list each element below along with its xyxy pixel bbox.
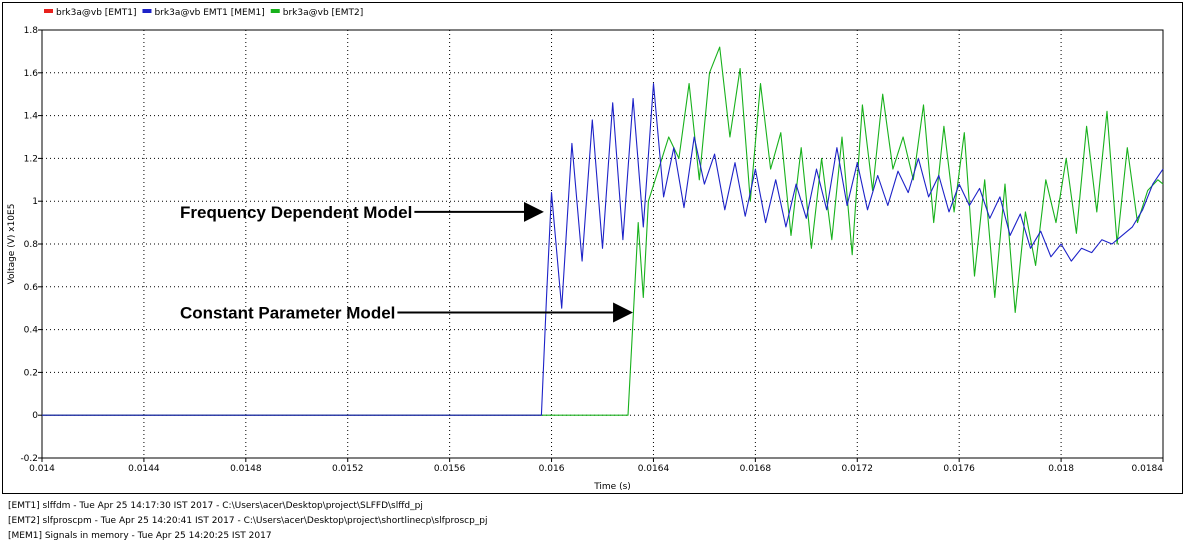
- y-tick-label: 0.6: [24, 283, 39, 293]
- x-tick-label: 0.0172: [842, 464, 874, 474]
- y-tick-label: 1.2: [24, 154, 38, 164]
- x-tick-label: 0.0176: [943, 464, 975, 474]
- legend-entry: brk3a@vb [EMT1]: [56, 8, 136, 18]
- legend: brk3a@vb [EMT1] brk3a@vb EMT1 [MEM1] brk3a…: [44, 8, 363, 18]
- legend-swatch: [142, 9, 152, 13]
- y-tick-label: 0.4: [24, 326, 39, 336]
- footer: [EMT1] slffdm - Tue Apr 25 14:17:30 IST …: [8, 499, 488, 544]
- y-tick-label: 0.8: [24, 240, 39, 250]
- x-tick-label: 0.014: [29, 464, 55, 474]
- y-tick-label: 1.8: [24, 26, 39, 36]
- chart-frame: [2, 2, 1183, 494]
- x-tick-label: 0.0152: [332, 464, 364, 474]
- x-tick-label: 0.0164: [638, 464, 670, 474]
- annotation-label: Frequency Dependent Model: [180, 203, 412, 222]
- series-line: [42, 82, 1164, 416]
- x-tick-label: 0.0148: [230, 464, 262, 474]
- y-tick-label: -0.2: [20, 454, 38, 464]
- y-tick-label: 1: [32, 197, 38, 207]
- series-group: [42, 46, 1164, 416]
- y-tick-label: 0: [32, 411, 38, 421]
- annotation-label: Constant Parameter Model: [180, 303, 395, 322]
- legend-entry: brk3a@vb EMT1 [MEM1]: [154, 8, 264, 18]
- x-tick-label: 0.018: [1048, 464, 1074, 474]
- footer-line-mem1: [MEM1] Signals in memory - Tue Apr 25 14…: [8, 531, 272, 541]
- footer-line-emt2: [EMT2] slfproscpm - Tue Apr 25 14:20:41 …: [8, 516, 488, 526]
- y-tick-label: 1.4: [24, 112, 39, 122]
- x-tick-label: 0.0156: [434, 464, 466, 474]
- x-tick-label: 0.016: [539, 464, 565, 474]
- y-axis: -0.2 0 0.2 0.4 0.6 0.8 1 1.2 1.4 1.6 1.8: [20, 26, 42, 464]
- x-tick-label: 0.0168: [740, 464, 772, 474]
- y-tick-label: 0.2: [24, 368, 38, 378]
- legend-entry: brk3a@vb [EMT2]: [283, 8, 363, 18]
- series-line: [42, 46, 1164, 416]
- x-tick-label: 0.0144: [128, 464, 160, 474]
- legend-swatch: [44, 9, 53, 13]
- y-axis-label: Voltage (V) x10E5: [7, 204, 17, 285]
- x-axis: 0.014 0.0144 0.0148 0.0152 0.0156 0.016 0.0164…: [29, 458, 1164, 474]
- y-tick-label: 1.6: [24, 69, 39, 79]
- footer-line-emt1: [EMT1] slffdm - Tue Apr 25 14:17:30 IST …: [8, 501, 423, 511]
- x-tick-label: 0.0184: [1132, 464, 1164, 474]
- chart: brk3a@vb [EMT1] brk3a@vb EMT1 [MEM1] brk3a…: [7, 8, 1164, 492]
- x-axis-label: Time (s): [593, 482, 631, 492]
- annotations: Frequency Dependent Model Constant Parame…: [180, 201, 634, 323]
- legend-swatch: [270, 9, 280, 13]
